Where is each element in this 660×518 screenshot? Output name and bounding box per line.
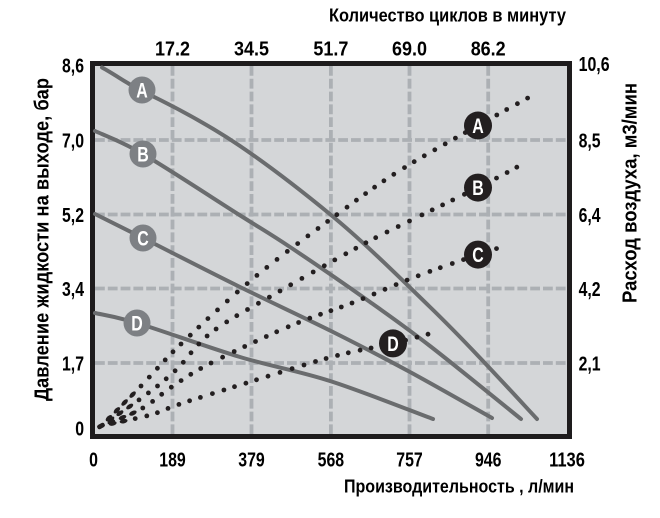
svg-text:10,6: 10,6 <box>579 54 610 76</box>
svg-text:A: A <box>472 115 484 138</box>
svg-text:5,2: 5,2 <box>62 205 84 227</box>
svg-text:1,7: 1,7 <box>62 353 84 375</box>
svg-text:1136: 1136 <box>549 449 585 471</box>
svg-text:86.2: 86.2 <box>471 38 506 60</box>
svg-text:34.5: 34.5 <box>234 38 269 60</box>
svg-text:8,5: 8,5 <box>579 130 601 152</box>
svg-text:379: 379 <box>238 449 265 471</box>
svg-text:Расход воздуха, м3/мин: Расход воздуха, м3/мин <box>620 83 642 303</box>
svg-text:8,6: 8,6 <box>62 55 84 77</box>
svg-text:4,2: 4,2 <box>579 279 601 301</box>
svg-text:0: 0 <box>75 418 84 440</box>
svg-text:A: A <box>136 80 148 103</box>
svg-text:568: 568 <box>318 449 345 471</box>
svg-text:3,4: 3,4 <box>62 279 85 301</box>
svg-text:0: 0 <box>89 449 98 471</box>
svg-text:Производительность , л/мин: Производительность , л/мин <box>344 477 574 497</box>
svg-text:757: 757 <box>396 449 423 471</box>
svg-text:Давление жидкости на выходе, б: Давление жидкости на выходе, бар <box>32 78 54 401</box>
svg-text:946: 946 <box>475 449 502 471</box>
svg-text:B: B <box>472 177 484 200</box>
svg-text:2,1: 2,1 <box>579 353 601 375</box>
svg-text:D: D <box>387 333 399 356</box>
svg-text:7,0: 7,0 <box>62 130 84 152</box>
svg-text:C: C <box>137 228 149 251</box>
svg-text:D: D <box>131 313 143 336</box>
svg-text:189: 189 <box>159 449 186 471</box>
svg-text:B: B <box>137 144 149 167</box>
svg-text:17.2: 17.2 <box>155 38 190 60</box>
svg-text:C: C <box>472 244 484 267</box>
svg-text:69.0: 69.0 <box>392 38 427 60</box>
svg-text:6,4: 6,4 <box>579 205 602 227</box>
svg-text:Количество циклов в минуту: Количество циклов в минуту <box>329 6 566 26</box>
svg-text:51.7: 51.7 <box>313 38 348 60</box>
